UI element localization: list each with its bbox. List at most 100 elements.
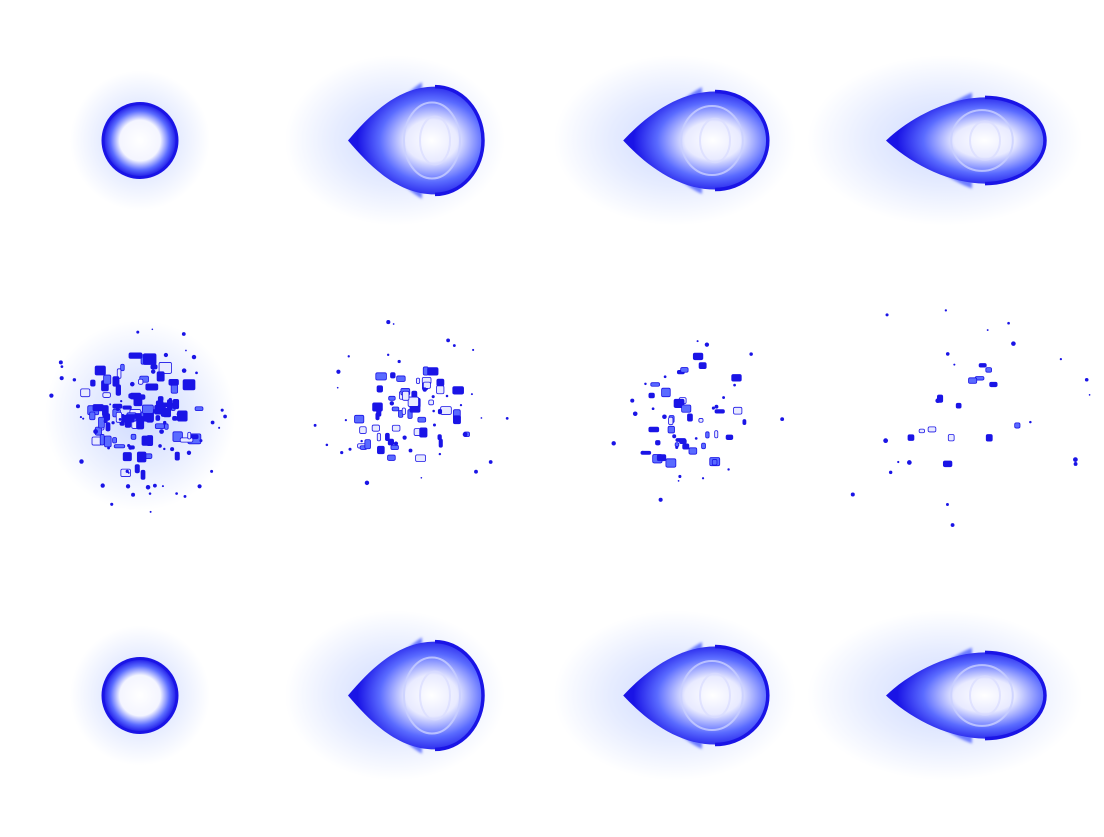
debris-speck [325,443,329,446]
debris-fragment [665,457,677,468]
debris-speck [386,353,390,356]
debris-speck [59,375,64,380]
debris-fragment [650,381,660,387]
debris-fragment [179,436,194,443]
debris-speck [678,474,682,478]
debris-fragment [985,366,992,373]
debris-speck [210,469,214,473]
debris-fragment [142,404,154,414]
debris-fragment [452,385,464,394]
debris-speck [727,467,730,471]
debris-fragment [417,416,427,423]
debris-speck [118,417,122,421]
debris-fragment [142,352,157,365]
debris-fragment [947,433,955,441]
debris-speck [397,359,401,363]
debris-fragment [698,417,704,423]
debris-fragment [692,352,704,360]
debris-fragment [402,390,410,401]
debris-speck [392,372,395,375]
debris-speck [474,469,478,474]
debris-fragment [90,379,96,387]
debris-speck [170,446,175,451]
debris-fragment [376,384,383,392]
burst-sprite [45,320,235,513]
debris-speck [392,322,395,325]
debris-speck [696,339,699,342]
debris-speck [360,439,363,442]
debris-fragment [145,382,159,390]
debris-fragment [150,363,158,369]
debris-speck [161,484,164,487]
debris-speck [223,414,227,418]
debris-fragment [385,432,390,441]
debris-speck [677,479,680,482]
debris-speck [58,359,63,364]
orb-sprite [70,70,210,210]
debris-speck [711,406,715,410]
debris-speck [694,436,698,440]
debris-fragment [172,415,178,421]
debris-speck [733,383,736,386]
debris-fragment [128,352,143,359]
debris-speck [199,438,203,442]
debris-speck [313,423,317,427]
debris-speck [402,434,407,440]
debris-fragment [103,374,112,385]
debris-speck [150,368,156,374]
debris-speck [470,392,473,395]
debris-speck [185,349,187,351]
debris-speck [883,437,889,443]
sprite-frame-projectile-1 [2,1,278,280]
debris-speck [120,399,123,402]
debris-speck [163,352,169,357]
debris-fragment [698,361,707,369]
debris-speck [611,440,616,446]
debris-speck [151,327,154,330]
debris-speck [505,416,509,420]
sprite-frame-projectile-repeat-4 [807,556,1098,835]
burst-sprite [313,319,509,485]
debris-speck [945,502,949,506]
debris-fragment [725,434,734,440]
comet-sprite [285,610,505,780]
debris-speck [393,441,399,446]
debris-fragment [714,429,719,438]
debris-speck [1073,456,1078,462]
debris-speck [131,492,136,497]
debris-speck [1073,461,1078,466]
debris-speck [110,502,114,506]
comet-head [886,651,1045,739]
debris-fragment [411,390,418,398]
debris-fragment [164,422,169,430]
debris-fragment [113,443,126,448]
comet-sprite [554,610,796,780]
debris-fragment [177,409,188,422]
debris-speck [445,394,449,397]
debris-speck [111,420,115,424]
debris-fragment [80,388,91,397]
debris-fragment [733,406,743,414]
debris-speck [701,476,705,479]
debris-speck [749,351,753,356]
debris-speck [641,450,644,453]
debris-fragment [675,437,687,442]
debris-cluster [850,308,1091,527]
debris-cluster [49,327,227,513]
debris-fragment [160,408,171,417]
debris-speck [1088,393,1091,396]
debris-fragment [354,414,365,423]
debris-fragment [918,428,925,433]
debris-fragment [194,405,204,411]
debris-speck [780,416,785,421]
debris-speck [136,330,140,334]
debris-fragment [661,387,671,397]
debris-speck [950,522,955,527]
debris-fragment [92,403,104,411]
debris-speck [386,319,391,324]
debris-fragment [668,416,674,425]
debris-fragment [371,424,380,432]
debris-speck [218,426,221,429]
debris-speck [163,420,167,424]
debris-fragment [174,451,180,461]
